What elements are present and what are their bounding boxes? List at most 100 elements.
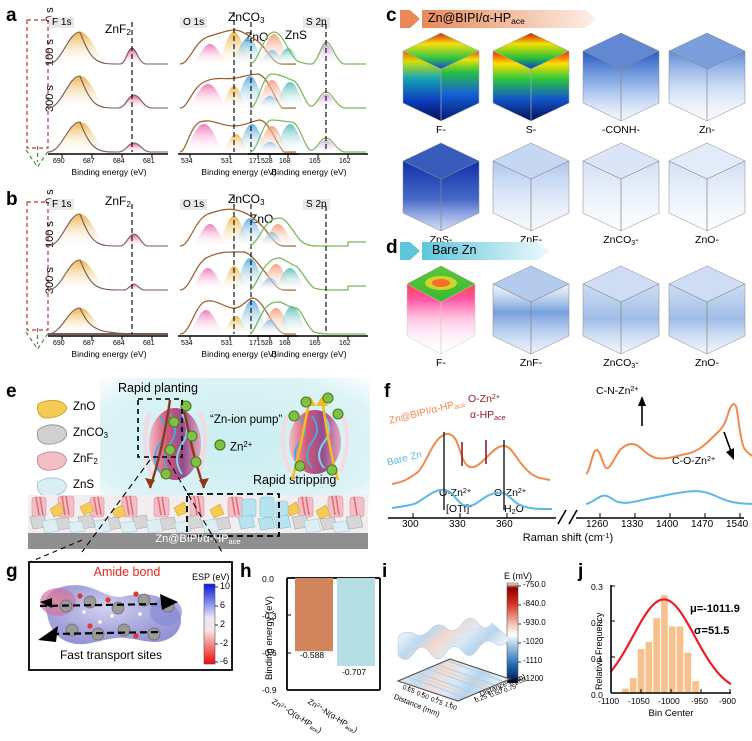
panel-f-annot-h2o: H2O	[504, 503, 524, 516]
panel-h-value-1: -0.707	[342, 667, 367, 677]
panel-d-label-2: ZnCO3-	[603, 357, 639, 370]
panel-b-f1s-plot	[47, 204, 169, 335]
panel-a-time-arrow	[25, 19, 50, 169]
panel-g-title: Amide bond	[93, 565, 161, 579]
panel-a-o1s-peak-znco3: ZnCO3	[228, 10, 265, 26]
panel-e-letter: e	[6, 381, 17, 402]
panel-f-annot-o-zn-ahp: O-Zn2+	[468, 393, 501, 405]
panel-e-label-zn-ion-pump: “Zn-ion pump”	[210, 414, 283, 426]
panel-b-s2p-plot	[249, 206, 366, 335]
panel-b-f1s-xlabel: Binding energy (eV)	[71, 349, 147, 359]
panel-i-surface-plot	[396, 617, 512, 706]
panel-b-o1s-title: O 1s	[180, 194, 208, 212]
panel-b-letter: b	[6, 189, 18, 210]
panel-j-stat-sigma: σ=51.5	[694, 625, 730, 637]
panel-i-letter: i	[382, 561, 388, 582]
panel-e-zoom-box-right	[186, 493, 280, 537]
panel-a-time-300s: 300 s	[44, 85, 56, 112]
panel-a-f1s-xlabel: Binding energy (eV)	[71, 167, 147, 177]
panel-b-time-300s: 300 s	[44, 267, 56, 294]
panel-d-label-1: ZnF-	[519, 357, 543, 369]
panel-f-axis	[388, 509, 744, 525]
panel-e-legend-zns: ZnS	[73, 479, 95, 491]
panel-a-s2p-plot	[249, 24, 366, 153]
panel-j-ytick-1: 0.1	[591, 654, 603, 664]
panel-g-esp-molecule	[38, 585, 182, 645]
panel-c-banner-label: Zn@BIPI/α-HPace	[428, 11, 525, 27]
panel-c-banner	[400, 10, 596, 28]
panel-g-letter: g	[6, 561, 18, 582]
panel-h-ytick-3: -0.9	[262, 685, 277, 695]
panel-d-letter: d	[386, 237, 398, 258]
panel-b-f1s-axis	[48, 335, 168, 340]
panel-h-ytick-1: -0.3	[262, 611, 277, 621]
panel-a-o1s-xlabel: Binding energy (eV)	[201, 167, 277, 177]
panel-e-zoom-connectors	[81, 459, 223, 553]
panel-a-f1s-title: F 1s	[49, 12, 75, 30]
panel-e-legend-zno: ZnO	[73, 401, 96, 413]
panel-b-o1s-peak-znco3: ZnCO3	[228, 192, 265, 208]
panel-c-letter: c	[386, 5, 397, 26]
panel-b-o1s-plot	[179, 196, 296, 335]
panel-j-ytick-2: 0.2	[591, 618, 603, 628]
panel-h-letter: h	[240, 561, 252, 582]
panel-a-s2p-title: S 2p	[303, 12, 330, 30]
panel-e-substrate-label: Zn@BIPI/α-HPace	[155, 533, 241, 546]
panel-e-pump-graphics	[142, 392, 349, 489]
panel-j-ytick-3: 0.3	[591, 582, 603, 592]
panel-f-annot-o-zn-h2o: O-Zn2+	[494, 487, 527, 499]
panel-g-zoom-leader	[29, 539, 83, 563]
panel-e-legend-shapes	[36, 399, 67, 497]
panel-j-letter: j	[578, 561, 584, 582]
panel-j-ylabel: Relative Frequency	[594, 612, 604, 690]
panel-f-annot-c-n-zn: C-N-Zn2+	[596, 385, 639, 397]
panel-e-legend-znco3: ZnCO3	[73, 427, 109, 440]
panel-h-ytick-2: -0.6	[262, 648, 277, 658]
panel-h-bar-chart	[286, 577, 381, 691]
panel-b-time-arrow	[25, 201, 50, 351]
panel-d-label-0: F-	[436, 357, 446, 369]
panel-d-banner-label: Bare Zn	[432, 243, 477, 257]
panel-c-row1-label-2: -CONH-	[602, 124, 640, 136]
panel-a-f1s-peak-znf2: ZnF2	[105, 22, 131, 38]
panel-a-s2p-peak-zns: ZnS	[285, 28, 308, 42]
panel-d-label-3: ZnO-	[695, 357, 719, 369]
panel-e-label-rapid-stripping: Rapid stripping	[253, 473, 337, 487]
panel-j-xlabel: Bin Center	[648, 708, 694, 719]
panel-b-f1s-title: F 1s	[49, 194, 75, 212]
panel-f-annot-c-o-zn: C-O-Zn2+	[672, 455, 716, 467]
panel-e-zoom-box-left	[137, 398, 183, 458]
panel-a-o1s-title: O 1s	[180, 12, 208, 30]
panel-a-s2p-xlabel: Binding energy (eV)	[271, 167, 347, 177]
panel-j-histogram	[610, 585, 732, 694]
panel-c-row2-label-2: ZnCO3-	[603, 234, 639, 247]
panel-f-letter: f	[384, 381, 391, 402]
panel-c-row2-cubes	[402, 142, 746, 232]
panel-c-row1-label-3: Zn-	[699, 124, 715, 136]
panel-g-colorbar	[203, 583, 218, 665]
panel-f-annot-ahp-ace: α-HPace	[470, 409, 506, 422]
panel-b-o1s-xlabel: Binding energy (eV)	[201, 349, 277, 359]
panel-g-colorbar-title: ESP (eV)	[192, 572, 230, 582]
panel-b-f1s-peak-znf2: ZnF2	[105, 194, 131, 210]
panel-b-o1s-peak-zno: ZnO	[250, 212, 274, 226]
panel-d-banner	[400, 242, 550, 260]
panel-e-legend-znf2: ZnF2	[73, 453, 98, 466]
panel-a-f1s-plot	[47, 22, 168, 153]
panel-f-xlabel: Raman shift (cm-1)	[522, 531, 614, 545]
panel-c-row2-label-3: ZnO-	[695, 234, 719, 246]
panel-e-zn-ion-marker	[214, 439, 226, 451]
panel-b-s2p-xlabel: Binding energy (eV)	[271, 349, 347, 359]
panel-e-label-zn-ion: Zn2+	[230, 440, 253, 454]
panel-h-ytick-0: 0.0	[262, 574, 274, 584]
panel-a-s2p-axis	[248, 153, 368, 158]
panel-j-ytick-0: 0.0	[591, 690, 603, 700]
panel-j-stat-mu: μ=-1011.9	[690, 603, 740, 615]
panel-f-raman-curves	[391, 396, 752, 510]
panel-i-colorbar-title: E (mV)	[504, 571, 532, 581]
panel-e-label-rapid-planting: Rapid planting	[118, 381, 198, 395]
panel-c-row1-cubes	[402, 32, 746, 122]
panel-h-value-0: -0.588	[300, 650, 325, 660]
panel-g-caption: Fast transport sites	[59, 648, 163, 662]
panel-c-row1-label-0: F-	[436, 124, 446, 136]
